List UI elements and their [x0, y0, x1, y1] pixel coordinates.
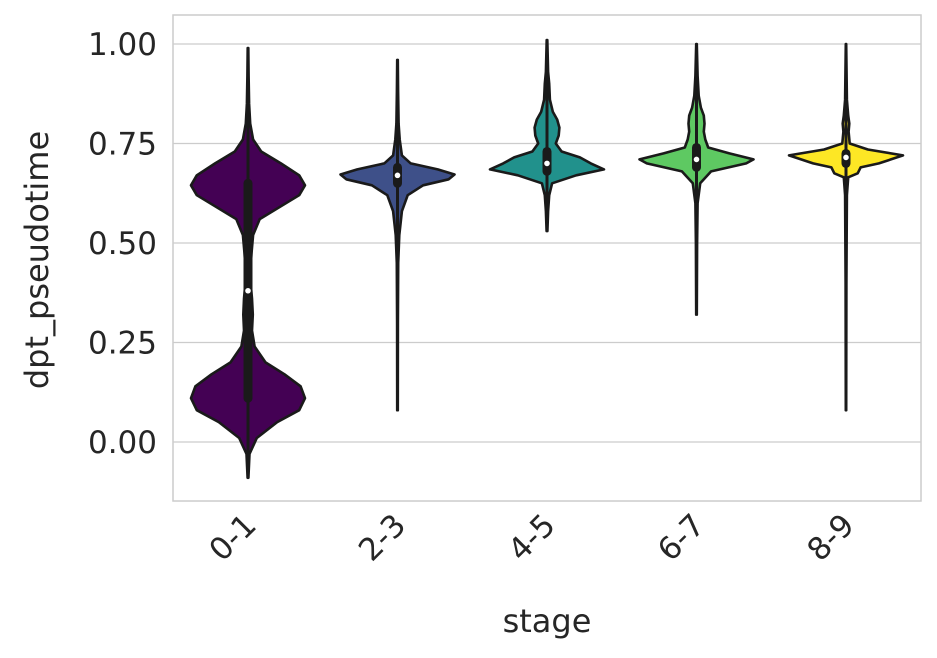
x-tick-label: 4-5: [501, 507, 562, 568]
y-ticks: 0.00 0.25 0.50 0.75 1.00: [88, 27, 157, 461]
violin-median-dot: [394, 172, 401, 179]
violin: [638, 42, 755, 316]
violin-median-dot: [544, 160, 550, 167]
violin-median-dot: [843, 154, 849, 161]
violin: [339, 58, 456, 412]
x-tick-label: 2-3: [352, 507, 413, 568]
plot-frame: [172, 14, 922, 502]
violin: [787, 42, 905, 412]
x-tick-label: 8-9: [800, 507, 861, 568]
violin: [488, 38, 606, 233]
y-tick-label: 0.75: [88, 127, 157, 163]
y-tick-label: 0.25: [88, 326, 157, 362]
y-axis-label: dpt_pseudotime: [18, 131, 56, 389]
x-tick-label: 6-7: [651, 507, 712, 568]
y-tick-label: 0.00: [88, 425, 157, 461]
x-tick-label: 0-1: [202, 507, 263, 568]
x-axis-label: stage: [503, 602, 592, 640]
violin-median-dot: [245, 287, 251, 294]
x-ticks: 0-1 2-3 4-5 6-7 8-9: [202, 507, 861, 568]
violin-median-dot: [693, 156, 700, 163]
violin: [189, 46, 307, 480]
y-tick-label: 0.50: [88, 226, 157, 262]
violins: [189, 38, 905, 480]
y-tick-label: 1.00: [88, 27, 157, 63]
